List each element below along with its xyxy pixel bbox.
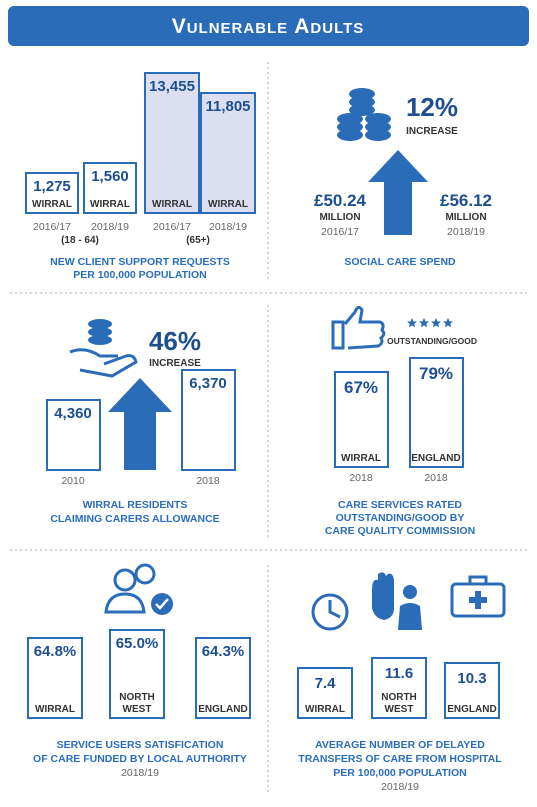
value: 64.8% [34,643,77,660]
coins-icon [337,88,391,141]
change: 46% [149,326,201,356]
group: (18 - 64) [61,235,99,246]
year: 2016/17 [33,221,71,233]
label: WIRRAL [208,199,248,210]
icons [311,572,506,631]
year: 2016/17 [321,226,359,238]
rating: OUTSTANDING/GOOD [387,336,477,346]
year: 2010 [61,475,85,487]
unit: MILLION [445,212,486,223]
label: WEST [123,704,152,715]
label: NORTH [119,692,155,703]
label: WEST [385,704,414,715]
value: 64.3% [202,643,245,660]
people-icon [104,563,173,615]
label: ENGLAND [447,704,496,715]
year: 2016/17 [153,221,191,233]
label: ENGLAND [198,704,247,715]
change-label: INCREASE [406,126,458,137]
caption: AVERAGE NUMBER OF DELAYED [315,739,485,751]
value: 11.6 [385,665,413,682]
label: ENGLAND [411,453,460,464]
label: NORTH [381,692,417,703]
caption: OUTSTANDING/GOOD BY [336,512,465,524]
title: Vulnerable Adults [172,15,365,38]
caption: SOCIAL CARE SPEND [344,256,456,268]
caption: OF CARE FUNDED BY LOCAL AUTHORITY [33,753,247,765]
label: WIRRAL [341,453,381,464]
change: 12% [406,92,458,122]
caption: WIRRAL RESIDENTS [83,499,188,511]
value: 65.0% [116,635,159,652]
header-bar [8,6,529,46]
thumbs-up-icon [331,305,386,350]
value: 1,275 [33,178,71,195]
caption: CLAIMING CARERS ALLOWANCE [50,513,219,525]
panel-delayed-transfers: 7.4 WIRRAL 11.6 NORTH WEST 10.3 ENGLAND … [297,572,506,793]
panel-satisfaction: 64.8% WIRRAL 65.0% NORTH WEST 64.3% ENGL… [27,563,251,779]
value: 13,455 [149,78,195,95]
value: £50.24 [314,191,367,210]
caption: TRANSFERS OF CARE FROM HOSPITAL [298,753,502,765]
year: 2018/19 [209,221,247,233]
year: 2018 [196,475,220,487]
caption: NEW CLIENT SUPPORT REQUESTS [50,256,230,268]
label: WIRRAL [35,704,75,715]
panel-support-requests: 1,275 WIRRAL 2016/17 1,560 WIRRAL 2018/1… [25,72,256,281]
stars [407,318,453,328]
arrow [368,150,428,235]
panel-social-care: 12% INCREASE £50.24 MILLION 2016/17 £56.… [314,88,492,268]
year: 2018 [349,472,373,484]
value: 7.4 [315,675,337,692]
caption: PER 100,000 POPULATION [73,269,206,281]
year: 2018/19 [447,226,485,238]
hand-coins-icon [69,319,138,378]
label: WIRRAL [90,199,130,210]
value: 67% [344,378,378,397]
year: 2018/19 [91,221,129,233]
value: 10.3 [457,670,486,687]
panel-carers: 46% INCREASE 4,360 6,370 2010 2018 WIRRA… [46,319,236,525]
value: £56.12 [440,191,492,210]
value: 79% [419,364,453,383]
year: 2018/19 [381,781,419,793]
change-label: INCREASE [149,358,201,369]
label: WIRRAL [152,199,192,210]
group: (65+) [186,235,210,246]
caption: PER 100,000 POPULATION [333,767,466,779]
caption: CARE QUALITY COMMISSION [325,525,475,537]
caption: CARE SERVICES RATED [338,499,462,511]
year: 2018 [424,472,448,484]
label: WIRRAL [305,704,345,715]
panel-care-rating: OUTSTANDING/GOOD 67% WIRRAL 2018 79% ENG… [325,305,477,537]
arrow [108,378,172,470]
label: WIRRAL [32,199,72,210]
value: 1,560 [91,168,129,185]
value: 4,360 [54,405,92,422]
dividers [10,62,527,795]
value: 11,805 [205,98,250,115]
caption: SERVICE USERS SATISFICATION [57,739,224,751]
year: 2018/19 [121,767,159,779]
unit: MILLION [319,212,360,223]
value: 6,370 [189,375,227,392]
